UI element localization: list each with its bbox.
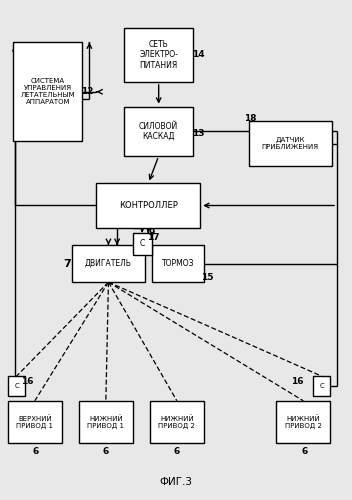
Text: НИЖНИЙ
ПРИВОД 2: НИЖНИЙ ПРИВОД 2	[285, 415, 322, 428]
Text: С: С	[14, 383, 19, 389]
Bar	[13, 42, 82, 141]
Text: ВЕРХНИЙ
ПРИВОД 1: ВЕРХНИЙ ПРИВОД 1	[16, 415, 53, 428]
Bar	[152, 245, 204, 282]
Text: 6: 6	[301, 447, 307, 456]
Text: ТОРМОЗ: ТОРМОЗ	[162, 259, 194, 268]
Text: ДВИГАТЕЛЬ: ДВИГАТЕЛЬ	[85, 259, 132, 268]
Bar	[8, 376, 25, 396]
Bar	[96, 183, 200, 228]
Bar	[8, 401, 62, 443]
Text: 16: 16	[291, 376, 303, 386]
Text: ФИГ.3: ФИГ.3	[159, 478, 193, 488]
Text: КОНТРОЛЛЕР: КОНТРОЛЛЕР	[119, 201, 178, 210]
Text: С: С	[140, 240, 145, 248]
Text: 17: 17	[147, 233, 160, 242]
Text: 13: 13	[192, 130, 205, 138]
Bar	[124, 106, 193, 156]
Text: 6: 6	[174, 447, 180, 456]
Bar	[79, 401, 133, 443]
Bar	[249, 122, 332, 166]
Text: НИЖНИЙ
ПРИВОД 1: НИЖНИЙ ПРИВОД 1	[87, 415, 124, 428]
Text: С: С	[319, 383, 324, 389]
Bar	[150, 401, 204, 443]
Text: ДАТЧИК
ПРИБЛИЖЕНИЯ: ДАТЧИК ПРИБЛИЖЕНИЯ	[262, 137, 319, 150]
Text: 6: 6	[33, 447, 39, 456]
Bar	[313, 376, 330, 396]
Bar	[72, 245, 145, 282]
Text: 9: 9	[149, 228, 155, 237]
Text: 16: 16	[21, 376, 33, 386]
Text: 6: 6	[103, 447, 109, 456]
Bar	[124, 28, 193, 82]
Text: СИСТЕМА
УПРАВЛЕНИЯ
ЛЕТАТЕЛЬНЫМ
АППАРАТОМ: СИСТЕМА УПРАВЛЕНИЯ ЛЕТАТЕЛЬНЫМ АППАРАТОМ	[20, 78, 75, 106]
Text: НИЖНИЙ
ПРИВОД 2: НИЖНИЙ ПРИВОД 2	[158, 415, 195, 428]
Bar	[276, 401, 330, 443]
Bar	[133, 232, 152, 255]
Text: 15: 15	[201, 272, 213, 281]
Text: 18: 18	[244, 114, 257, 124]
Text: 14: 14	[192, 50, 205, 59]
Text: 12: 12	[81, 88, 94, 96]
Text: СЕТЬ
ЭЛЕКТРО-
ПИТАНИЯ: СЕТЬ ЭЛЕКТРО- ПИТАНИЯ	[139, 40, 178, 70]
Text: 7: 7	[63, 259, 71, 269]
Text: СИЛОВОЙ
КАСКАД: СИЛОВОЙ КАСКАД	[139, 122, 178, 141]
